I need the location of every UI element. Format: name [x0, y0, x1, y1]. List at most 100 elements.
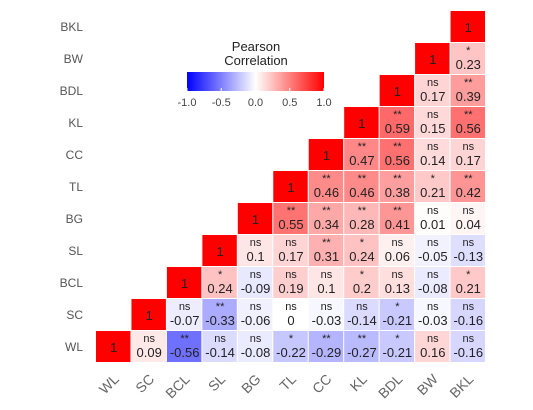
cell-BG-KL — [344, 203, 379, 234]
heatmap-cell: ns-0.14 — [344, 299, 379, 330]
heatmap-cell: ns-0.03 — [308, 299, 344, 330]
heatmap-cell: ns0 — [273, 299, 308, 330]
heatmap-cell: ns0.16 — [415, 331, 450, 362]
cell-value: -0.08 — [241, 345, 271, 360]
cell-significance: ns — [285, 269, 297, 281]
cell-significance: ** — [322, 205, 331, 217]
cell-BCL-TL — [273, 267, 308, 298]
heatmap-cell: *0.21 — [450, 267, 485, 298]
cell-value: 0.1 — [317, 281, 335, 296]
heatmap-cell: *0.24 — [344, 235, 379, 266]
cell-BW-BKL — [450, 43, 485, 74]
heatmap-cell: *0.23 — [450, 43, 485, 74]
cell-significance: ns — [250, 301, 262, 313]
cell-significance: ns — [462, 205, 474, 217]
heatmap-cell: 1 — [166, 267, 202, 298]
heatmap-cell: **0.56 — [379, 139, 415, 170]
cell-value: 1 — [110, 340, 117, 355]
cell-significance: ** — [358, 333, 367, 345]
cell-significance: ** — [358, 205, 367, 217]
heatmap-cell: **-0.27 — [344, 331, 379, 362]
cell-BCL-BCL — [166, 267, 202, 298]
heatmap-cell: **-0.56 — [166, 331, 202, 362]
x-label-SC: SC — [132, 371, 157, 396]
cell-SC-BKL — [450, 299, 485, 330]
cell-value: 0.21 — [456, 281, 481, 296]
cell-BG-BDL — [379, 203, 415, 234]
heatmap-cell: *0.24 — [202, 267, 237, 298]
cell-SC-TL — [273, 299, 308, 330]
heatmap-cell: **0.42 — [450, 171, 485, 202]
cell-BKL-BKL — [450, 11, 485, 42]
cell-value: 0.06 — [385, 249, 410, 264]
legend-color-bar — [187, 72, 324, 91]
cell-value: 0.24 — [207, 281, 232, 296]
legend-tick-label: 0.0 — [248, 97, 263, 109]
cell-KL-BKL — [450, 107, 485, 138]
cell-value: -0.56 — [170, 345, 200, 360]
heatmap-cell: ns-0.16 — [450, 299, 485, 330]
color-legend: Pearson Correlation -1.0 -0.5 0.0 0.5 1.0 — [178, 39, 332, 109]
cell-value: 0.04 — [456, 217, 481, 232]
cell-significance: * — [395, 301, 400, 313]
heatmap-cell: ns0.09 — [131, 331, 166, 362]
cell-TL-BW — [415, 171, 450, 202]
heatmap-cell: **0.46 — [308, 171, 344, 202]
heatmap-cell: **0.59 — [379, 107, 415, 138]
legend-tick-label: -1.0 — [178, 97, 197, 109]
heatmap-cell: **-0.33 — [202, 299, 237, 330]
heatmap-cell: 1 — [96, 331, 131, 362]
cell-KL-BW — [415, 107, 450, 138]
legend-ticks: -1.0 -0.5 0.0 0.5 1.0 — [178, 88, 332, 109]
cell-BW-BW — [415, 43, 450, 74]
cell-significance: ** — [322, 237, 331, 249]
x-label-KL: KL — [347, 371, 371, 395]
y-label-SC: SC — [66, 308, 83, 322]
heatmap-cell: 1 — [237, 203, 273, 234]
heatmap-cell: *-0.21 — [379, 299, 415, 330]
y-axis-labels: WL SC BCL SL BG TL CC KL BDL BW BKL — [60, 20, 84, 354]
cell-value: -0.14 — [347, 313, 377, 328]
cell-value: -0.09 — [241, 281, 271, 296]
x-label-BG: BG — [238, 371, 264, 397]
cell-significance: ** — [464, 173, 473, 185]
cell-value: -0.16 — [453, 313, 483, 328]
cell-value: -0.27 — [347, 345, 377, 360]
cell-value: 0.39 — [456, 89, 481, 104]
cell-WL-BKL — [450, 331, 485, 362]
cell-value: 1 — [394, 84, 401, 99]
y-label-BCL: BCL — [60, 276, 84, 290]
heatmap-cell: 1 — [415, 43, 450, 74]
heatmap-cell: ns-0.09 — [237, 267, 273, 298]
cell-value: 1 — [216, 244, 223, 259]
cell-value: 0.46 — [349, 185, 374, 200]
cell-KL-BDL — [379, 107, 415, 138]
cell-value: 0.34 — [314, 217, 339, 232]
cell-significance: ** — [393, 173, 402, 185]
cell-KL-KL — [344, 107, 379, 138]
heatmap-cell: 1 — [131, 299, 166, 330]
cell-value: 0.24 — [349, 249, 374, 264]
cell-WL-CC — [308, 331, 344, 362]
y-label-BDL: BDL — [60, 84, 84, 98]
heatmap-cell: ns-0.14 — [202, 331, 237, 362]
cell-CC-BKL — [450, 139, 485, 170]
heatmap-cell: *0.2 — [344, 267, 379, 298]
cell-value: 0.17 — [420, 89, 445, 104]
cell-significance: ns — [285, 301, 297, 313]
cell-significance: ** — [464, 77, 473, 89]
cell-value: 0.15 — [420, 121, 445, 136]
x-label-BCL: BCL — [162, 371, 193, 402]
cell-value: 0.56 — [385, 153, 410, 168]
y-label-CC: CC — [66, 148, 84, 162]
heatmap-cell: **0.31 — [308, 235, 344, 266]
cell-significance: ** — [287, 205, 296, 217]
cell-value: 1 — [358, 116, 365, 131]
cell-significance: ** — [322, 333, 331, 345]
cell-value: 0.2 — [353, 281, 371, 296]
x-label-BW: BW — [414, 370, 442, 398]
cell-value: 0.23 — [456, 57, 481, 72]
cell-significance: ns — [427, 237, 439, 249]
cell-SC-BCL — [166, 299, 202, 330]
cell-significance: * — [218, 269, 223, 281]
